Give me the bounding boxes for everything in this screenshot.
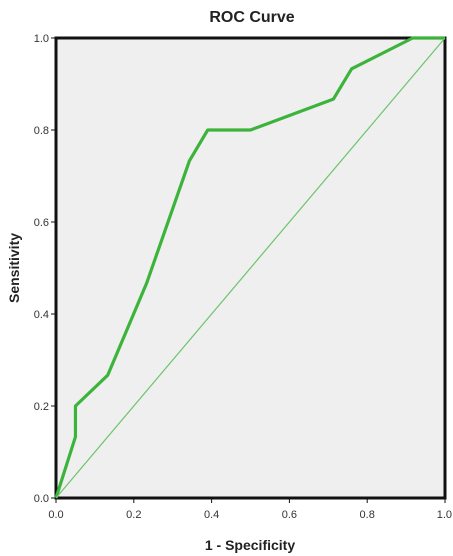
y-axis-label: Sensitivity [6, 233, 22, 303]
x-tick-label: 0.6 [282, 509, 297, 521]
y-tick-label: 0.0 [34, 493, 49, 505]
x-tick-label: 0.8 [360, 509, 375, 521]
chart-title: ROC Curve [209, 9, 294, 26]
x-tick-label: 0.2 [126, 509, 141, 521]
y-tick-label: 1.0 [34, 33, 49, 45]
y-tick-label: 0.8 [34, 125, 49, 137]
x-tick-label: 0.0 [48, 509, 63, 521]
reference-diagonal-line [55, 37, 446, 499]
roc-curve-line [54, 36, 445, 499]
x-tick-label: 0.4 [204, 509, 219, 521]
y-tick-label: 0.6 [34, 217, 49, 229]
y-tick-label: 0.4 [34, 309, 49, 321]
chart-marks [54, 36, 446, 499]
x-axis-label: 1 - Specificity [205, 537, 295, 553]
y-tick-label: 0.2 [34, 401, 49, 413]
x-tick-label: 1.0 [437, 509, 452, 521]
